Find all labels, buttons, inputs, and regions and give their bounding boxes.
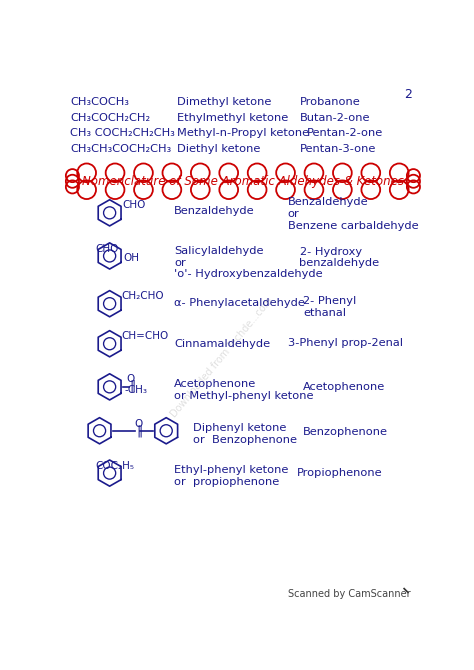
Text: CHO: CHO — [123, 200, 146, 210]
Text: Salicylaldehyde
or
'o'- Hydroxybenzaldehyde: Salicylaldehyde or 'o'- Hydroxybenzaldeh… — [174, 246, 323, 279]
Text: CH₃COCH₂CH₂: CH₃COCH₂CH₂ — [70, 113, 150, 123]
Text: Propiophenone: Propiophenone — [297, 468, 383, 478]
Text: Downloaded from Techde...com: Downloaded from Techde...com — [169, 295, 275, 419]
Text: OH: OH — [124, 253, 139, 263]
Text: 2: 2 — [404, 88, 412, 101]
Bar — [73, 174, 413, 189]
Text: -CH₃: -CH₃ — [124, 385, 147, 395]
Text: Scanned by CamScanner: Scanned by CamScanner — [288, 589, 410, 598]
Text: α- Phenylacetaldehyde: α- Phenylacetaldehyde — [174, 298, 305, 308]
Text: O: O — [127, 374, 135, 384]
Text: CH₃CH₃COCH₂CH₃: CH₃CH₃COCH₂CH₃ — [70, 143, 171, 153]
Text: ‖: ‖ — [137, 425, 143, 438]
Text: Dimethyl ketone: Dimethyl ketone — [177, 97, 272, 107]
Text: Pentan-2-one: Pentan-2-one — [307, 128, 383, 138]
Text: Butan-2-one: Butan-2-one — [300, 113, 370, 123]
Text: Pentan-3-one: Pentan-3-one — [300, 143, 376, 153]
Text: ‖: ‖ — [129, 379, 135, 392]
Text: 2- Hydroxy
benzaldehyde: 2- Hydroxy benzaldehyde — [300, 247, 380, 268]
Text: Benzaldehyde
or
Benzene carbaldehyde: Benzaldehyde or Benzene carbaldehyde — [288, 198, 419, 230]
Text: CH₃ COCH₂CH₂CH₃: CH₃ COCH₂CH₂CH₃ — [70, 128, 175, 138]
Text: O: O — [135, 419, 143, 429]
Text: CHO: CHO — [96, 244, 119, 254]
Text: COC₂H₅: COC₂H₅ — [95, 461, 134, 471]
Text: Methyl-n-Propyl ketone: Methyl-n-Propyl ketone — [177, 128, 309, 138]
Text: Benzophenone: Benzophenone — [303, 427, 388, 437]
Text: Cinnamaldehyde: Cinnamaldehyde — [174, 339, 270, 349]
Text: Diethyl ketone: Diethyl ketone — [177, 143, 260, 153]
Text: 2- Phenyl
ethanal: 2- Phenyl ethanal — [303, 296, 356, 318]
Text: Nomenclature of Some Aromatic Aldehydes & Ketones: Nomenclature of Some Aromatic Aldehydes … — [82, 175, 404, 188]
Text: Ethylmethyl ketone: Ethylmethyl ketone — [177, 113, 288, 123]
Text: CH=CHO: CH=CHO — [121, 332, 168, 342]
Text: Probanone: Probanone — [300, 97, 360, 107]
Text: Ethyl-phenyl ketone
or  propiophenone: Ethyl-phenyl ketone or propiophenone — [174, 466, 288, 487]
Text: CH₃COCH₃: CH₃COCH₃ — [70, 97, 129, 107]
Text: Acetophenone
or Methyl-phenyl ketone: Acetophenone or Methyl-phenyl ketone — [174, 379, 313, 401]
Text: Diphenyl ketone
or  Benzophenone: Diphenyl ketone or Benzophenone — [192, 423, 297, 445]
Text: 3-Phenyl prop-2enal: 3-Phenyl prop-2enal — [288, 338, 403, 348]
Text: CH₂CHO: CH₂CHO — [121, 291, 164, 301]
Text: Benzaldehyde: Benzaldehyde — [174, 206, 255, 216]
Text: Acetophenone: Acetophenone — [303, 383, 386, 392]
